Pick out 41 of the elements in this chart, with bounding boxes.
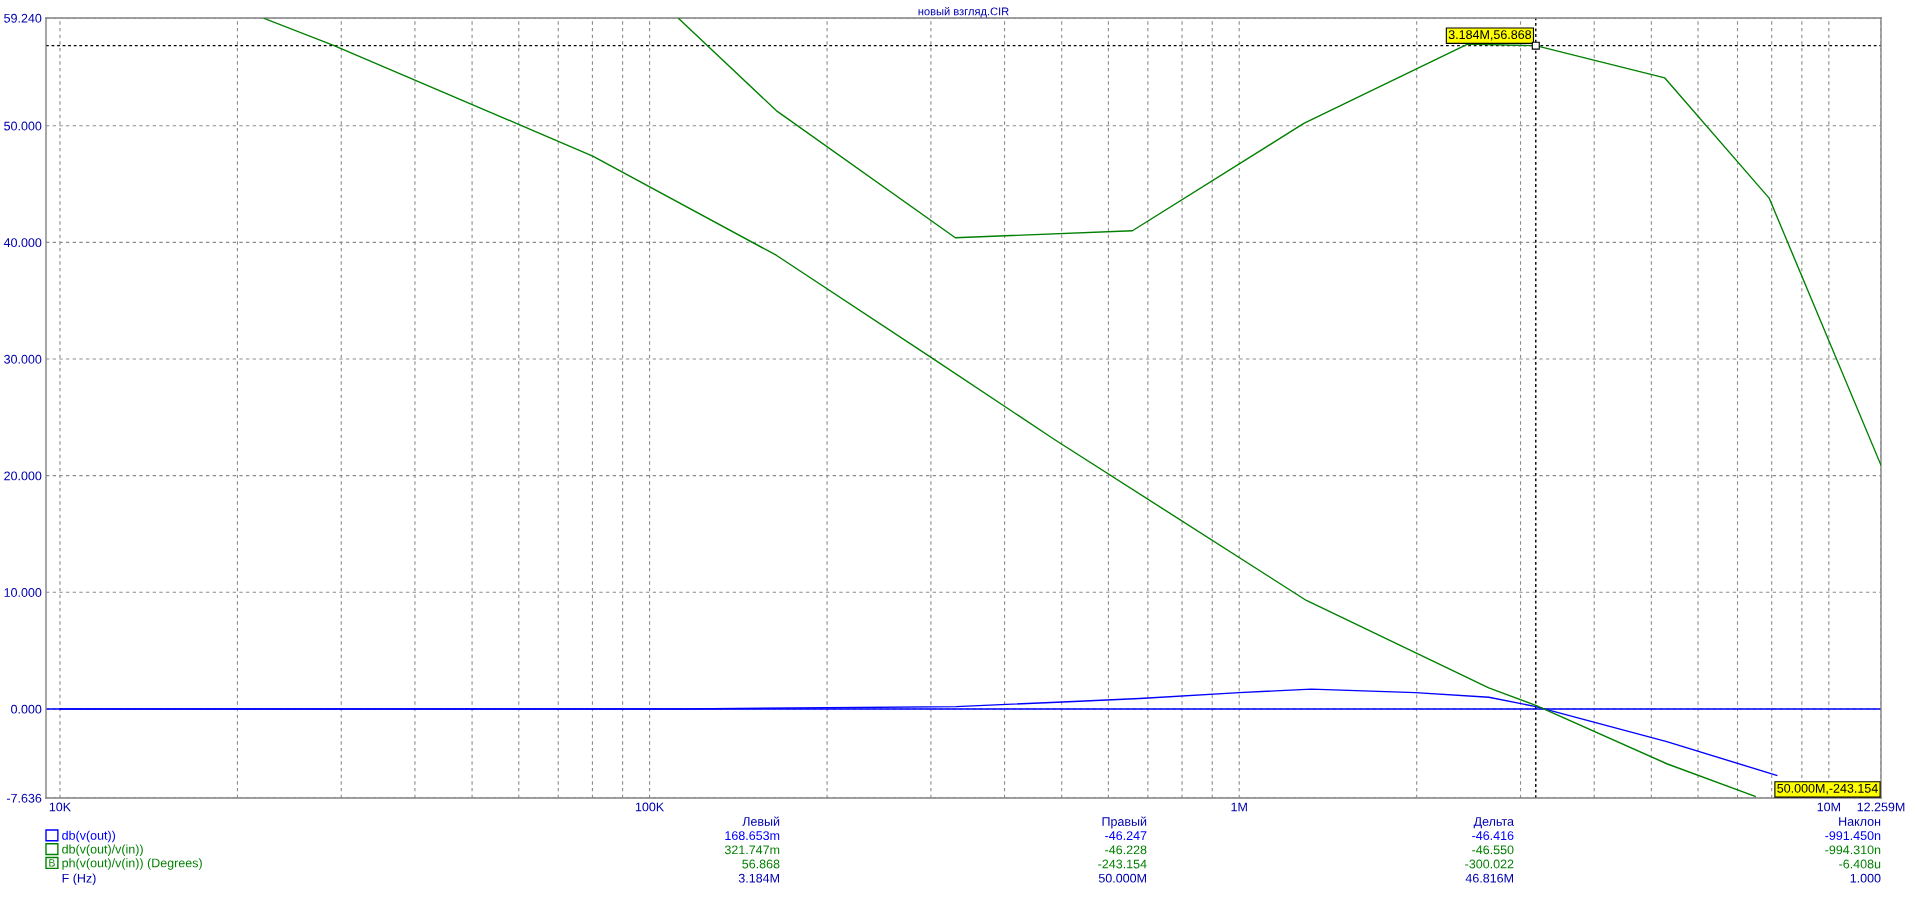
text: F (Hz) xyxy=(62,873,96,886)
text: -243.154 xyxy=(1098,859,1147,869)
x-tick-label: 10K xyxy=(49,802,71,812)
y-tick-label: 0.000 xyxy=(11,704,42,714)
text: -300.022 xyxy=(1465,859,1514,869)
text: 1.000 xyxy=(1850,873,1881,883)
x-tick-label: 1M xyxy=(1231,802,1247,812)
text: 50.000M xyxy=(1098,873,1146,883)
annotation: 50.000M,-243.154 xyxy=(1777,783,1878,795)
text: Правый xyxy=(1102,816,1147,829)
legend-label: ph(v(out)/v(in)) (Degrees) xyxy=(62,858,202,870)
text: Дельта xyxy=(1473,817,1514,829)
text: -994.310n xyxy=(1825,845,1881,855)
y-tick-label: 40.000 xyxy=(3,238,42,248)
text: 321.747m xyxy=(724,845,780,855)
text: -46.416 xyxy=(1472,831,1514,841)
y-tick-label: 59.240 xyxy=(4,13,42,23)
text: -46.550 xyxy=(1472,845,1514,855)
text: Наклон xyxy=(1839,817,1881,826)
text: -6.408u xyxy=(1839,859,1881,869)
text: -46.228 xyxy=(1105,845,1147,855)
y-tick-label: 20.000 xyxy=(4,471,42,481)
x-tick-label: 100K xyxy=(635,802,665,812)
legend-label: db(v(out)) xyxy=(62,830,116,843)
x-tick-label: 10M xyxy=(1817,802,1840,812)
chart-title: новый взгляд.CIR xyxy=(918,6,1009,18)
text: -46.247 xyxy=(1105,831,1147,841)
text: 3.184M xyxy=(738,873,779,883)
x-tick-label: 12.259M xyxy=(1857,802,1905,812)
data-label: 3.184M,56.868 xyxy=(1448,30,1532,41)
legend-label: db(v(out)/v(in)) xyxy=(62,844,143,857)
y-tick-label: 10.000 xyxy=(4,588,42,597)
text: Левый xyxy=(742,816,780,826)
y-tick-label: 50.000 xyxy=(4,121,42,131)
y-tick-label: 30.000 xyxy=(4,354,42,364)
y-tick-label: -7.636 xyxy=(6,793,42,803)
text: B xyxy=(49,859,55,867)
text: 46.816M xyxy=(1465,873,1513,883)
text: 168.653m xyxy=(725,831,780,841)
text: 56.868 xyxy=(742,859,780,869)
text: -991.450n xyxy=(1825,831,1881,841)
